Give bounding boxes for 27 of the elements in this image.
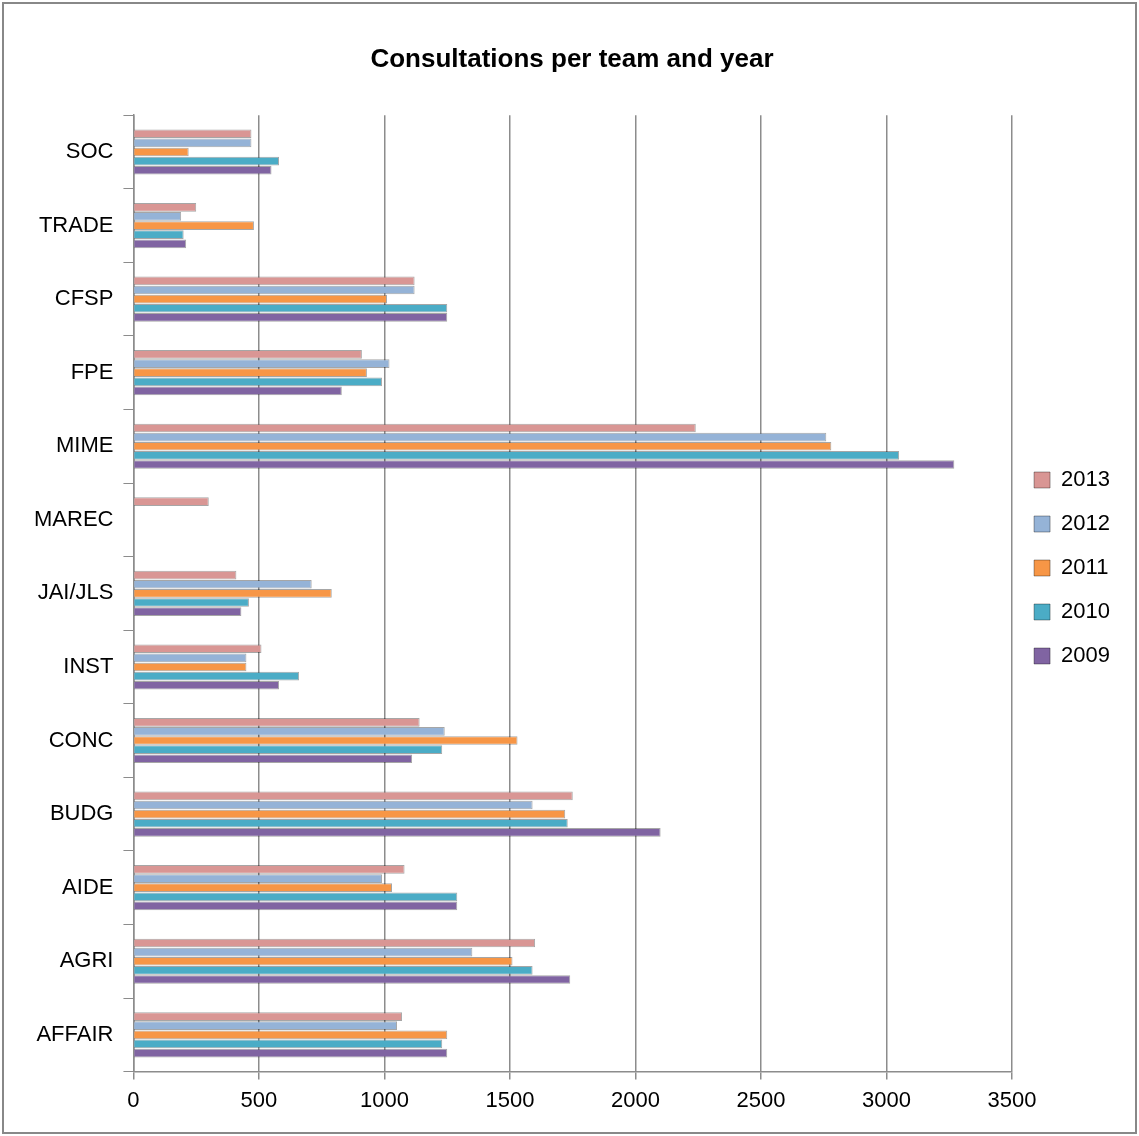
y-tick-label: MIME [56,432,114,458]
y-tick-label: MAREC [34,505,114,531]
x-tick-label: 500 [240,1086,278,1112]
y-tick-label: CFSP [54,285,114,311]
legend-label: 2011 [1061,554,1109,580]
y-tick-label: CONC [48,726,114,752]
x-tick-label: 3500 [987,1086,1037,1112]
legend-label: 2013 [1061,466,1111,492]
y-tick-label: AGRI [59,947,114,973]
y-tick-label: TRADE [38,211,114,237]
x-tick-label: 3000 [862,1086,912,1112]
y-tick-label: AFFAIR [36,1020,114,1046]
y-tick-label: BUDG [49,800,114,826]
x-tick-label: 0 [127,1086,140,1112]
y-tick-label: SOC [65,138,114,164]
y-tick-label: JAI/JLS [37,579,114,605]
x-tick-label: 2500 [736,1086,786,1112]
legend-label: 2010 [1061,598,1111,624]
chart-title: Consultations per team and year [370,42,774,73]
legend-label: 2012 [1061,510,1111,536]
y-tick-label: FPE [70,358,114,384]
y-tick-label: AIDE [62,873,114,899]
x-tick-label: 1500 [485,1086,535,1112]
legend-label: 2009 [1061,642,1111,668]
x-tick-label: 1000 [360,1086,409,1112]
y-tick-label: INST [63,653,114,679]
x-tick-label: 2000 [611,1086,660,1112]
